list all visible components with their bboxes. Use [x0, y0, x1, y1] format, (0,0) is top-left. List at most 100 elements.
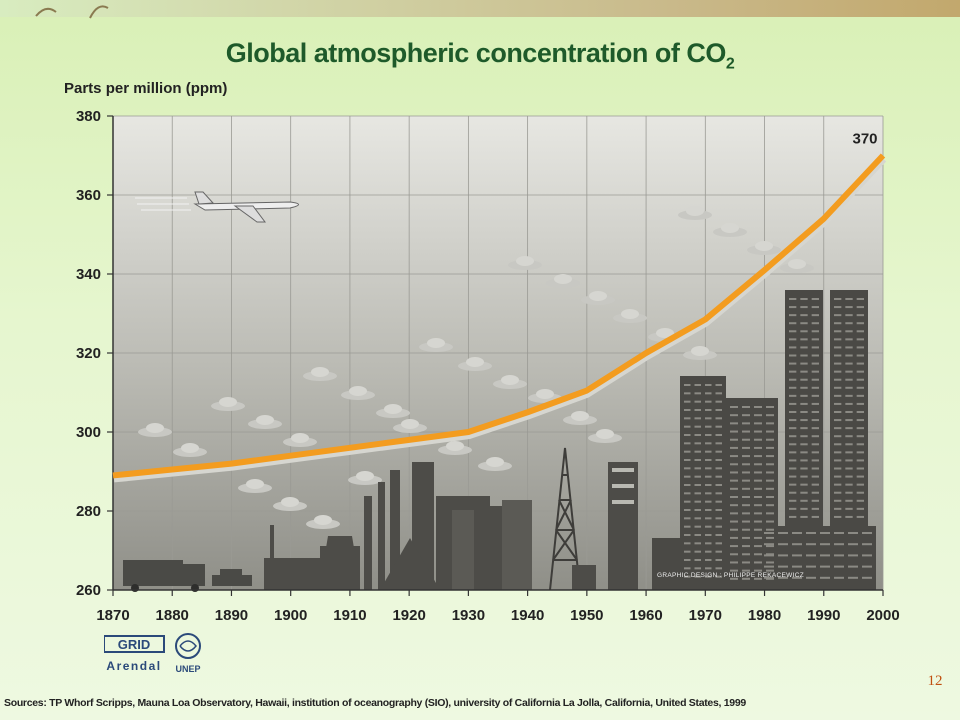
window [834, 475, 842, 478]
window [811, 402, 819, 405]
window [856, 354, 864, 357]
window [848, 543, 858, 546]
window [811, 394, 819, 397]
cloud-icon [376, 404, 410, 418]
window [789, 330, 797, 333]
window [845, 370, 853, 373]
window [754, 545, 762, 548]
window [730, 422, 738, 425]
window [705, 509, 712, 511]
window [834, 354, 842, 357]
window [684, 534, 691, 536]
window [742, 561, 750, 564]
window [705, 459, 712, 461]
window [845, 443, 853, 446]
window [856, 435, 864, 438]
window [742, 520, 750, 523]
window [684, 509, 691, 511]
window [811, 298, 819, 300]
window [820, 565, 830, 568]
window [789, 338, 797, 341]
window [754, 528, 762, 531]
window [742, 471, 750, 474]
window [789, 354, 797, 357]
cloud-icon [393, 419, 427, 433]
window [789, 378, 797, 381]
window [834, 427, 842, 430]
window [766, 577, 774, 580]
window [856, 346, 864, 349]
annotations: 370 [852, 131, 877, 148]
window [800, 515, 808, 518]
window [684, 525, 691, 528]
window [684, 384, 691, 386]
window [694, 575, 701, 578]
window [694, 517, 701, 520]
window [684, 450, 691, 453]
x-tick-label: 1880 [156, 607, 189, 624]
cloud-icon [683, 346, 717, 360]
x-tick-label: 1990 [807, 607, 840, 624]
building-windows [684, 298, 872, 580]
window [684, 417, 691, 420]
window [834, 330, 842, 333]
window [715, 442, 722, 445]
window [766, 512, 774, 515]
cloud-icon [211, 397, 245, 411]
window [789, 491, 797, 494]
window [694, 509, 701, 511]
window [694, 417, 701, 420]
window [834, 467, 842, 470]
window [811, 467, 819, 470]
window [811, 386, 819, 389]
window [856, 386, 864, 389]
window [754, 463, 762, 466]
x-tick-label: 1960 [629, 607, 662, 624]
window [834, 298, 842, 300]
window [766, 455, 774, 458]
x-tick-label: 1910 [333, 607, 366, 624]
window [811, 411, 819, 413]
window [754, 446, 762, 449]
skyscrapers-icon [652, 290, 876, 590]
window [730, 496, 738, 498]
window [764, 565, 774, 568]
window [800, 459, 808, 462]
window [789, 370, 797, 373]
window [856, 378, 864, 381]
window [766, 414, 774, 417]
window [789, 419, 797, 422]
window [834, 306, 842, 309]
window [754, 414, 762, 417]
cloud-icon [283, 433, 317, 447]
window [811, 378, 819, 381]
page-number: 12 [927, 673, 943, 689]
window [742, 528, 750, 531]
window [834, 411, 842, 413]
window [766, 422, 774, 425]
window [705, 384, 712, 386]
window [800, 402, 808, 405]
window [789, 507, 797, 510]
window [694, 384, 701, 386]
cloud-icon [248, 415, 282, 429]
window [715, 492, 722, 495]
window [742, 545, 750, 548]
window [705, 409, 712, 411]
window [766, 463, 774, 466]
unep-emblem-inner [179, 640, 197, 652]
cloud-icon [341, 386, 375, 400]
window [766, 545, 774, 548]
axes [107, 115, 884, 596]
window [715, 517, 722, 520]
window [834, 491, 842, 494]
window [730, 487, 738, 490]
window [820, 543, 830, 546]
window [811, 306, 819, 309]
window [764, 554, 774, 557]
window [684, 409, 691, 411]
cloud-icon [581, 291, 615, 305]
window [845, 411, 853, 413]
window [834, 378, 842, 381]
window [705, 475, 712, 478]
